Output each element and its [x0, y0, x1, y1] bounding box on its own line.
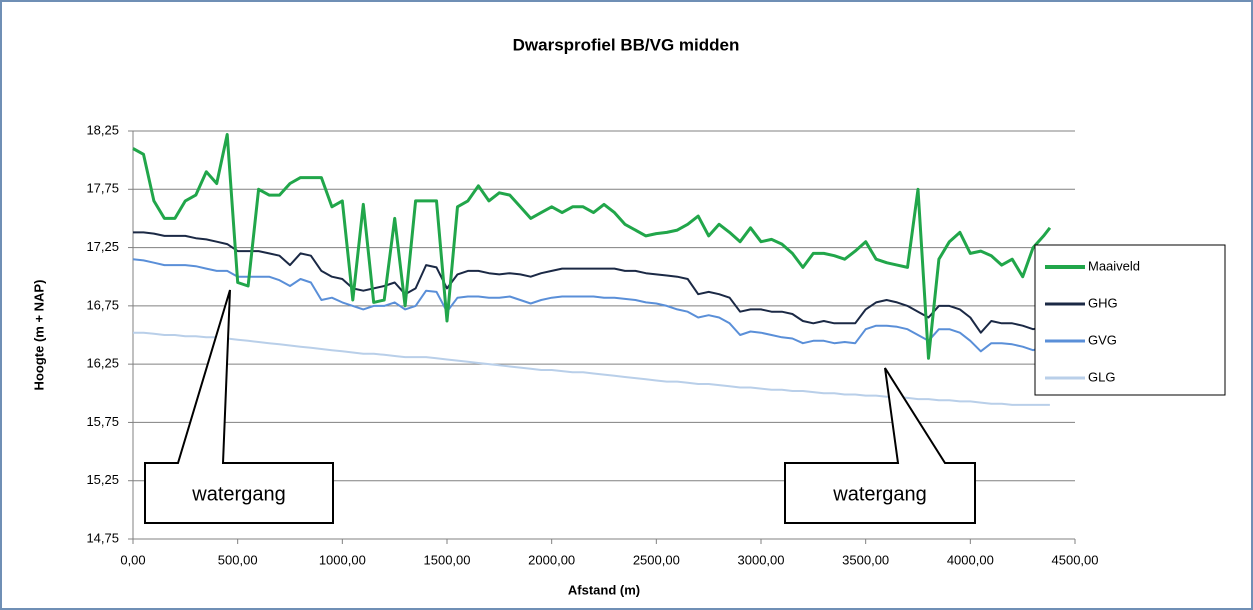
x-tick-label: 2500,00: [633, 552, 680, 567]
y-tick-label: 17,75: [86, 181, 119, 196]
x-tick-label: 3500,00: [842, 552, 889, 567]
y-tick-label: 18,25: [86, 122, 119, 137]
x-tick-label: 4500,00: [1052, 552, 1099, 567]
legend-box: [1034, 244, 1226, 396]
legend-label: GVG: [1088, 332, 1117, 347]
x-axis-label: Afstand (m): [568, 582, 640, 597]
legend: Maaiveld GHG GVG GLG: [1045, 258, 1140, 384]
x-tick-label: 4000,00: [947, 552, 994, 567]
x-tick-label: 2000,00: [528, 552, 575, 567]
annotation: watergang: [191, 483, 285, 505]
y-tick-label: 16,25: [86, 356, 119, 371]
x-tick-label: 500,00: [218, 552, 258, 567]
x-tick-label: 0,00: [120, 552, 145, 567]
callout: watergang: [784, 367, 976, 524]
callout: watergang: [144, 289, 334, 524]
legend-label: GHG: [1088, 295, 1118, 310]
y-tick-label: 15,75: [86, 414, 119, 429]
series-line: [133, 231, 1051, 334]
y-tick-label: 14,75: [86, 530, 119, 545]
x-tick-label: 1500,00: [424, 552, 471, 567]
annotation: watergang: [832, 483, 926, 505]
y-tick-label: 17,25: [86, 239, 119, 254]
series-line: [132, 258, 1051, 353]
x-tick-label: 3000,00: [738, 552, 785, 567]
y-tick-label: 15,25: [86, 472, 119, 487]
legend-label: GLG: [1088, 369, 1115, 384]
callout-box: [144, 289, 334, 524]
y-tick-label: 16,75: [86, 297, 119, 312]
legend-label: Maaiveld: [1088, 258, 1140, 273]
chart-title: Dwarsprofiel BB/VG midden: [513, 35, 740, 54]
x-tick-label: 1000,00: [319, 552, 366, 567]
series-line: [132, 133, 1052, 360]
callout-box: [784, 367, 976, 524]
y-axis-label: Hoogte (m + NAP): [31, 280, 46, 391]
